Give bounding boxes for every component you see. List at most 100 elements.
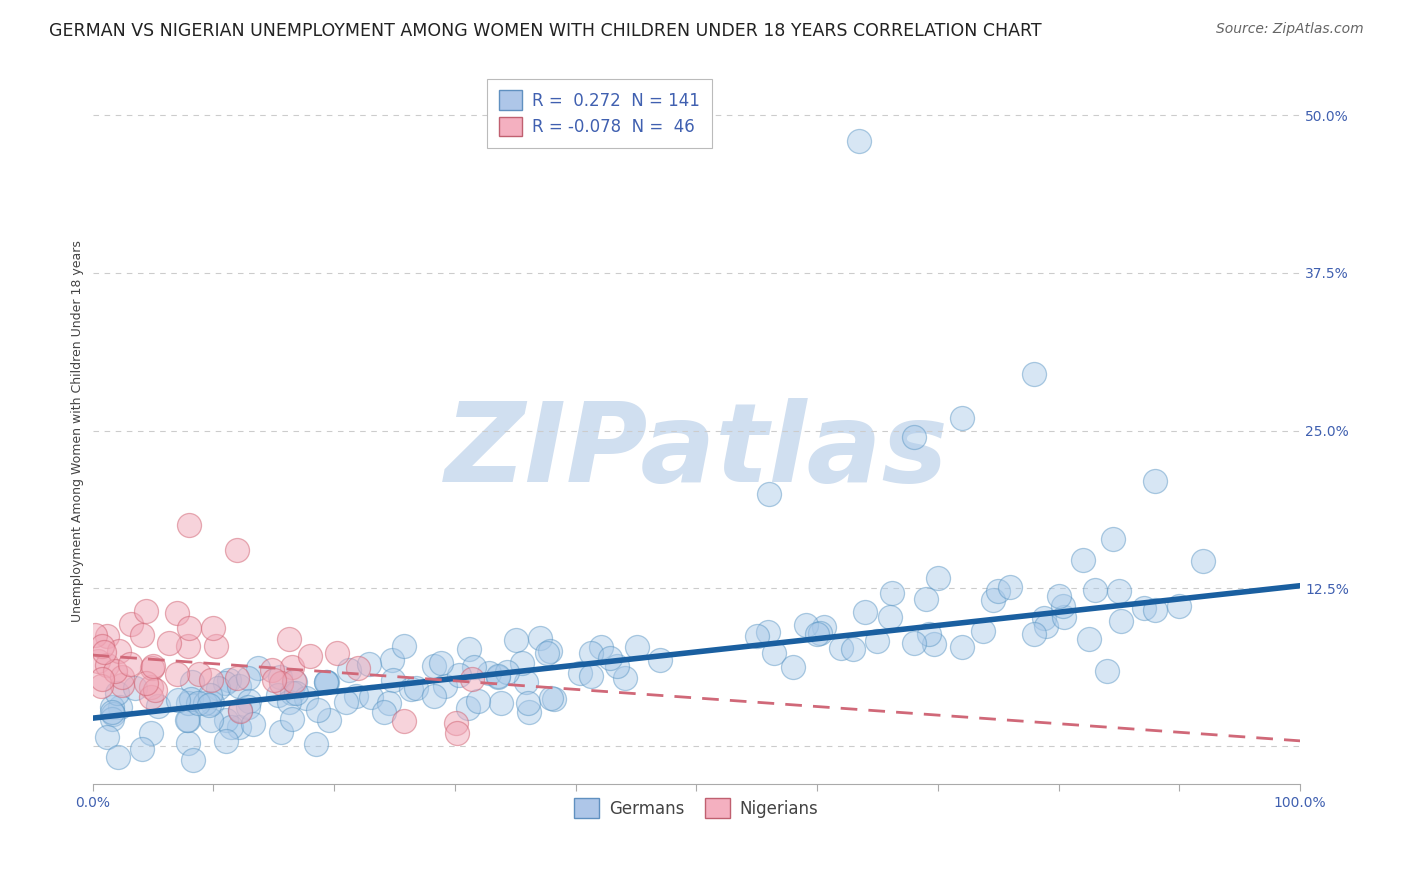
Point [145, 682, 167, 697]
Point [247, 661, 270, 675]
Point [950, 640, 973, 655]
Point [107, 749, 129, 764]
Point [842, 642, 865, 657]
Point [373, 706, 395, 720]
Point [146, 699, 169, 714]
Point [806, 627, 828, 641]
Point [179, 621, 201, 635]
Point [315, 674, 337, 689]
Point [1052, 599, 1074, 613]
Point [1024, 367, 1046, 381]
Point [423, 659, 446, 673]
Point [467, 694, 489, 708]
Point [228, 720, 250, 734]
Point [236, 671, 259, 685]
Point [648, 653, 671, 667]
Text: GERMAN VS NIGERIAN UNEMPLOYMENT AMONG WOMEN WITH CHILDREN UNDER 18 YEARS CORRELA: GERMAN VS NIGERIAN UNEMPLOYMENT AMONG WO… [49, 22, 1042, 40]
Point [188, 667, 211, 681]
Point [315, 674, 337, 689]
Point [105, 686, 128, 700]
Point [879, 610, 901, 624]
Point [96, 730, 118, 744]
Point [950, 411, 973, 425]
Point [987, 583, 1010, 598]
Point [599, 650, 621, 665]
Point [118, 657, 141, 671]
Point [201, 696, 224, 710]
Point [478, 666, 501, 681]
Point [120, 616, 142, 631]
Point [758, 486, 780, 500]
Point [142, 658, 165, 673]
Point [141, 690, 163, 704]
Point [167, 693, 190, 707]
Point [918, 627, 941, 641]
Point [1084, 582, 1107, 597]
Point [344, 689, 367, 703]
Point [200, 673, 222, 688]
Point [141, 661, 163, 675]
Point [101, 706, 124, 721]
Point [177, 639, 200, 653]
Point [782, 660, 804, 674]
Point [1071, 553, 1094, 567]
Point [538, 643, 561, 657]
Point [242, 716, 264, 731]
Point [101, 705, 124, 719]
Point [444, 716, 467, 731]
Point [488, 669, 510, 683]
Point [981, 593, 1004, 607]
Point [284, 675, 307, 690]
Point [848, 134, 870, 148]
Point [423, 689, 446, 703]
Point [337, 663, 360, 677]
Point [505, 632, 527, 647]
Point [238, 693, 260, 707]
Point [280, 712, 302, 726]
Point [205, 640, 228, 654]
Point [1035, 619, 1057, 633]
Point [756, 625, 779, 640]
Y-axis label: Unemployment Among Women with Children Under 18 years: Unemployment Among Women with Children U… [72, 240, 84, 622]
Point [463, 660, 485, 674]
Point [392, 640, 415, 654]
Point [763, 646, 786, 660]
Point [1192, 553, 1215, 567]
Point [281, 685, 304, 699]
Point [215, 714, 238, 728]
Point [614, 671, 637, 685]
Point [529, 632, 551, 646]
Point [394, 714, 416, 728]
Point [270, 676, 292, 690]
Point [219, 720, 242, 734]
Point [903, 635, 925, 649]
Point [1144, 603, 1167, 617]
Point [226, 671, 249, 685]
Point [378, 696, 401, 710]
Point [866, 634, 889, 648]
Point [1033, 611, 1056, 625]
Point [491, 696, 513, 710]
Point [486, 670, 509, 684]
Point [360, 690, 382, 705]
Point [176, 713, 198, 727]
Point [381, 652, 404, 666]
Point [1095, 665, 1118, 679]
Point [457, 701, 479, 715]
Point [808, 626, 831, 640]
Point [96, 658, 118, 673]
Point [1144, 474, 1167, 488]
Point [626, 640, 648, 654]
Point [238, 699, 260, 714]
Point [1132, 600, 1154, 615]
Point [181, 753, 204, 767]
Point [84, 628, 107, 642]
Point [270, 725, 292, 739]
Point [135, 604, 157, 618]
Point [517, 697, 540, 711]
Point [215, 734, 238, 748]
Point [269, 670, 291, 684]
Point [326, 646, 349, 660]
Point [298, 649, 321, 664]
Point [194, 696, 217, 710]
